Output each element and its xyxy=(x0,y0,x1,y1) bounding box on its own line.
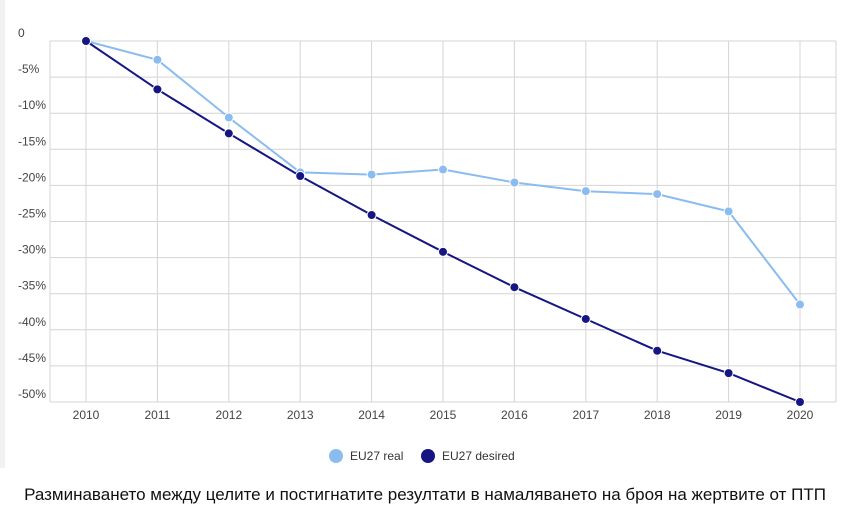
data-point xyxy=(652,345,663,356)
y-tick-label: -25% xyxy=(18,207,46,221)
x-tick-label: 2019 xyxy=(715,408,742,422)
data-point xyxy=(795,299,805,310)
y-tick-label: -20% xyxy=(18,170,46,184)
x-tick-label: 2012 xyxy=(215,408,242,422)
x-tick-label: 2015 xyxy=(430,408,457,422)
y-tick-label: -45% xyxy=(18,351,46,365)
data-point xyxy=(795,397,805,407)
data-point xyxy=(438,246,448,257)
legend-label: EU27 real xyxy=(350,449,403,463)
figure-caption: Разминаването между целите и постигнатит… xyxy=(24,485,826,504)
data-point xyxy=(438,164,448,175)
data-point xyxy=(366,169,377,180)
x-tick-label: 2014 xyxy=(358,408,385,422)
y-tick-label: 0 xyxy=(18,26,25,40)
data-point xyxy=(723,368,734,379)
data-point xyxy=(152,84,163,95)
data-point xyxy=(652,189,663,200)
legend-label: EU27 desired xyxy=(442,449,515,463)
y-tick-label: -10% xyxy=(18,98,46,112)
x-tick-label: 2011 xyxy=(144,408,170,422)
x-tick-label: 2016 xyxy=(501,408,528,422)
legend-marker xyxy=(329,449,343,463)
data-point xyxy=(295,171,306,182)
data-point xyxy=(580,313,591,324)
axis-layer: 0 -5% -10% -15% -20% -25% -30% -35% -40% -45% -50%… xyxy=(18,26,814,422)
data-point xyxy=(723,206,734,217)
y-tick-label: -40% xyxy=(18,315,46,329)
x-tick-label: 2017 xyxy=(572,408,599,422)
x-tick-label: 2010 xyxy=(73,408,100,422)
y-tick-label: -15% xyxy=(18,134,46,148)
data-point xyxy=(223,112,234,123)
y-tick-label: -35% xyxy=(18,279,46,293)
data-point xyxy=(580,186,591,197)
data-point xyxy=(152,54,163,65)
left-strip xyxy=(0,0,5,468)
data-point xyxy=(509,177,520,188)
y-tick-label: -5% xyxy=(18,62,40,76)
legend-marker xyxy=(421,449,435,463)
data-point xyxy=(509,282,520,293)
data-point xyxy=(223,128,234,139)
data-point xyxy=(366,210,377,221)
legend: EU27 real EU27 desired xyxy=(329,449,515,463)
chart-area: 0 -5% -10% -15% -20% -25% -30% -35% -40% -45% -50%… xyxy=(0,0,837,468)
x-tick-label: 2020 xyxy=(787,408,814,422)
x-tick-label: 2018 xyxy=(644,408,671,422)
x-tick-label: 2013 xyxy=(287,408,314,422)
y-tick-label: -50% xyxy=(18,387,46,401)
line-chart: 0 -5% -10% -15% -20% -25% -30% -35% -40% -45% -50%… xyxy=(18,26,837,463)
series-layer xyxy=(81,36,805,407)
data-point xyxy=(81,36,91,46)
y-tick-label: -30% xyxy=(18,243,46,257)
